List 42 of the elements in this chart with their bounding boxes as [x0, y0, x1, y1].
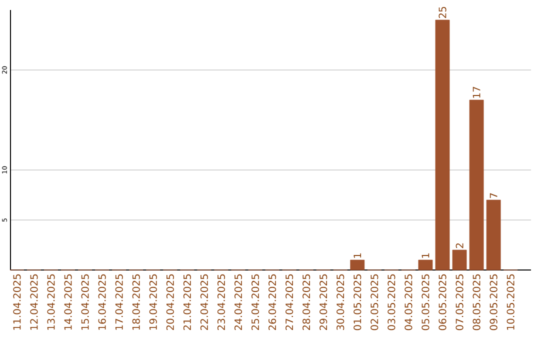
- x-tick-label: 12.04.2025: [30, 274, 38, 330]
- x-tick-label: 09.05.2025: [490, 274, 498, 330]
- data-label: 1: [422, 253, 430, 258]
- x-tick-label: 07.05.2025: [456, 274, 464, 330]
- data-label: 2: [456, 243, 464, 248]
- x-tick-label: 25.04.2025: [251, 274, 260, 330]
- bar: [435, 20, 450, 270]
- data-label: 17: [472, 86, 480, 98]
- x-tick-label: 21.04.2025: [183, 274, 191, 330]
- x-tick-label: 14.04.2025: [64, 274, 72, 330]
- data-label: 1: [354, 253, 362, 258]
- x-tick-label: 17.04.2025: [115, 274, 123, 330]
- x-tick-label: 06.05.2025: [438, 274, 446, 330]
- x-tick-label: 30.04.2025: [336, 274, 344, 330]
- x-tick-label: 18.04.2025: [132, 274, 140, 330]
- data-label: 25: [438, 6, 446, 18]
- x-tick-label: 13.04.2025: [47, 274, 55, 330]
- x-tick-label: 22.04.2025: [200, 274, 208, 330]
- x-tick-label: 29.04.2025: [320, 274, 328, 330]
- bar: [418, 260, 433, 270]
- data-label: 7: [490, 193, 498, 198]
- bar: [350, 260, 365, 270]
- x-tick-label: 08.05.2025: [472, 274, 480, 330]
- x-tick-label: 16.04.2025: [98, 274, 106, 330]
- x-tick-label: 24.04.2025: [234, 274, 242, 330]
- x-tick-label: 11.04.2025: [13, 274, 21, 330]
- x-tick-label: 23.04.2025: [217, 274, 226, 330]
- x-tick-label: 27.04.2025: [286, 274, 294, 330]
- bar: [469, 100, 484, 270]
- x-tick-label: 02.05.2025: [370, 274, 378, 330]
- x-tick-label: 26.04.2025: [268, 274, 276, 330]
- x-tick-label: 05.05.2025: [422, 274, 430, 330]
- x-tick-label: 15.04.2025: [81, 274, 89, 330]
- x-tick-label: 28.04.2025: [302, 274, 310, 330]
- x-tick-label: 10.05.2025: [506, 274, 514, 330]
- x-tick-label: 20.04.2025: [166, 274, 174, 330]
- x-tick-label: 19.04.2025: [149, 274, 157, 330]
- bar: [486, 200, 501, 270]
- x-tick-label: 04.05.2025: [404, 274, 412, 330]
- x-tick-label: 03.05.2025: [388, 274, 396, 330]
- bar: [452, 250, 467, 270]
- x-tick-label: 01.05.2025: [354, 274, 362, 330]
